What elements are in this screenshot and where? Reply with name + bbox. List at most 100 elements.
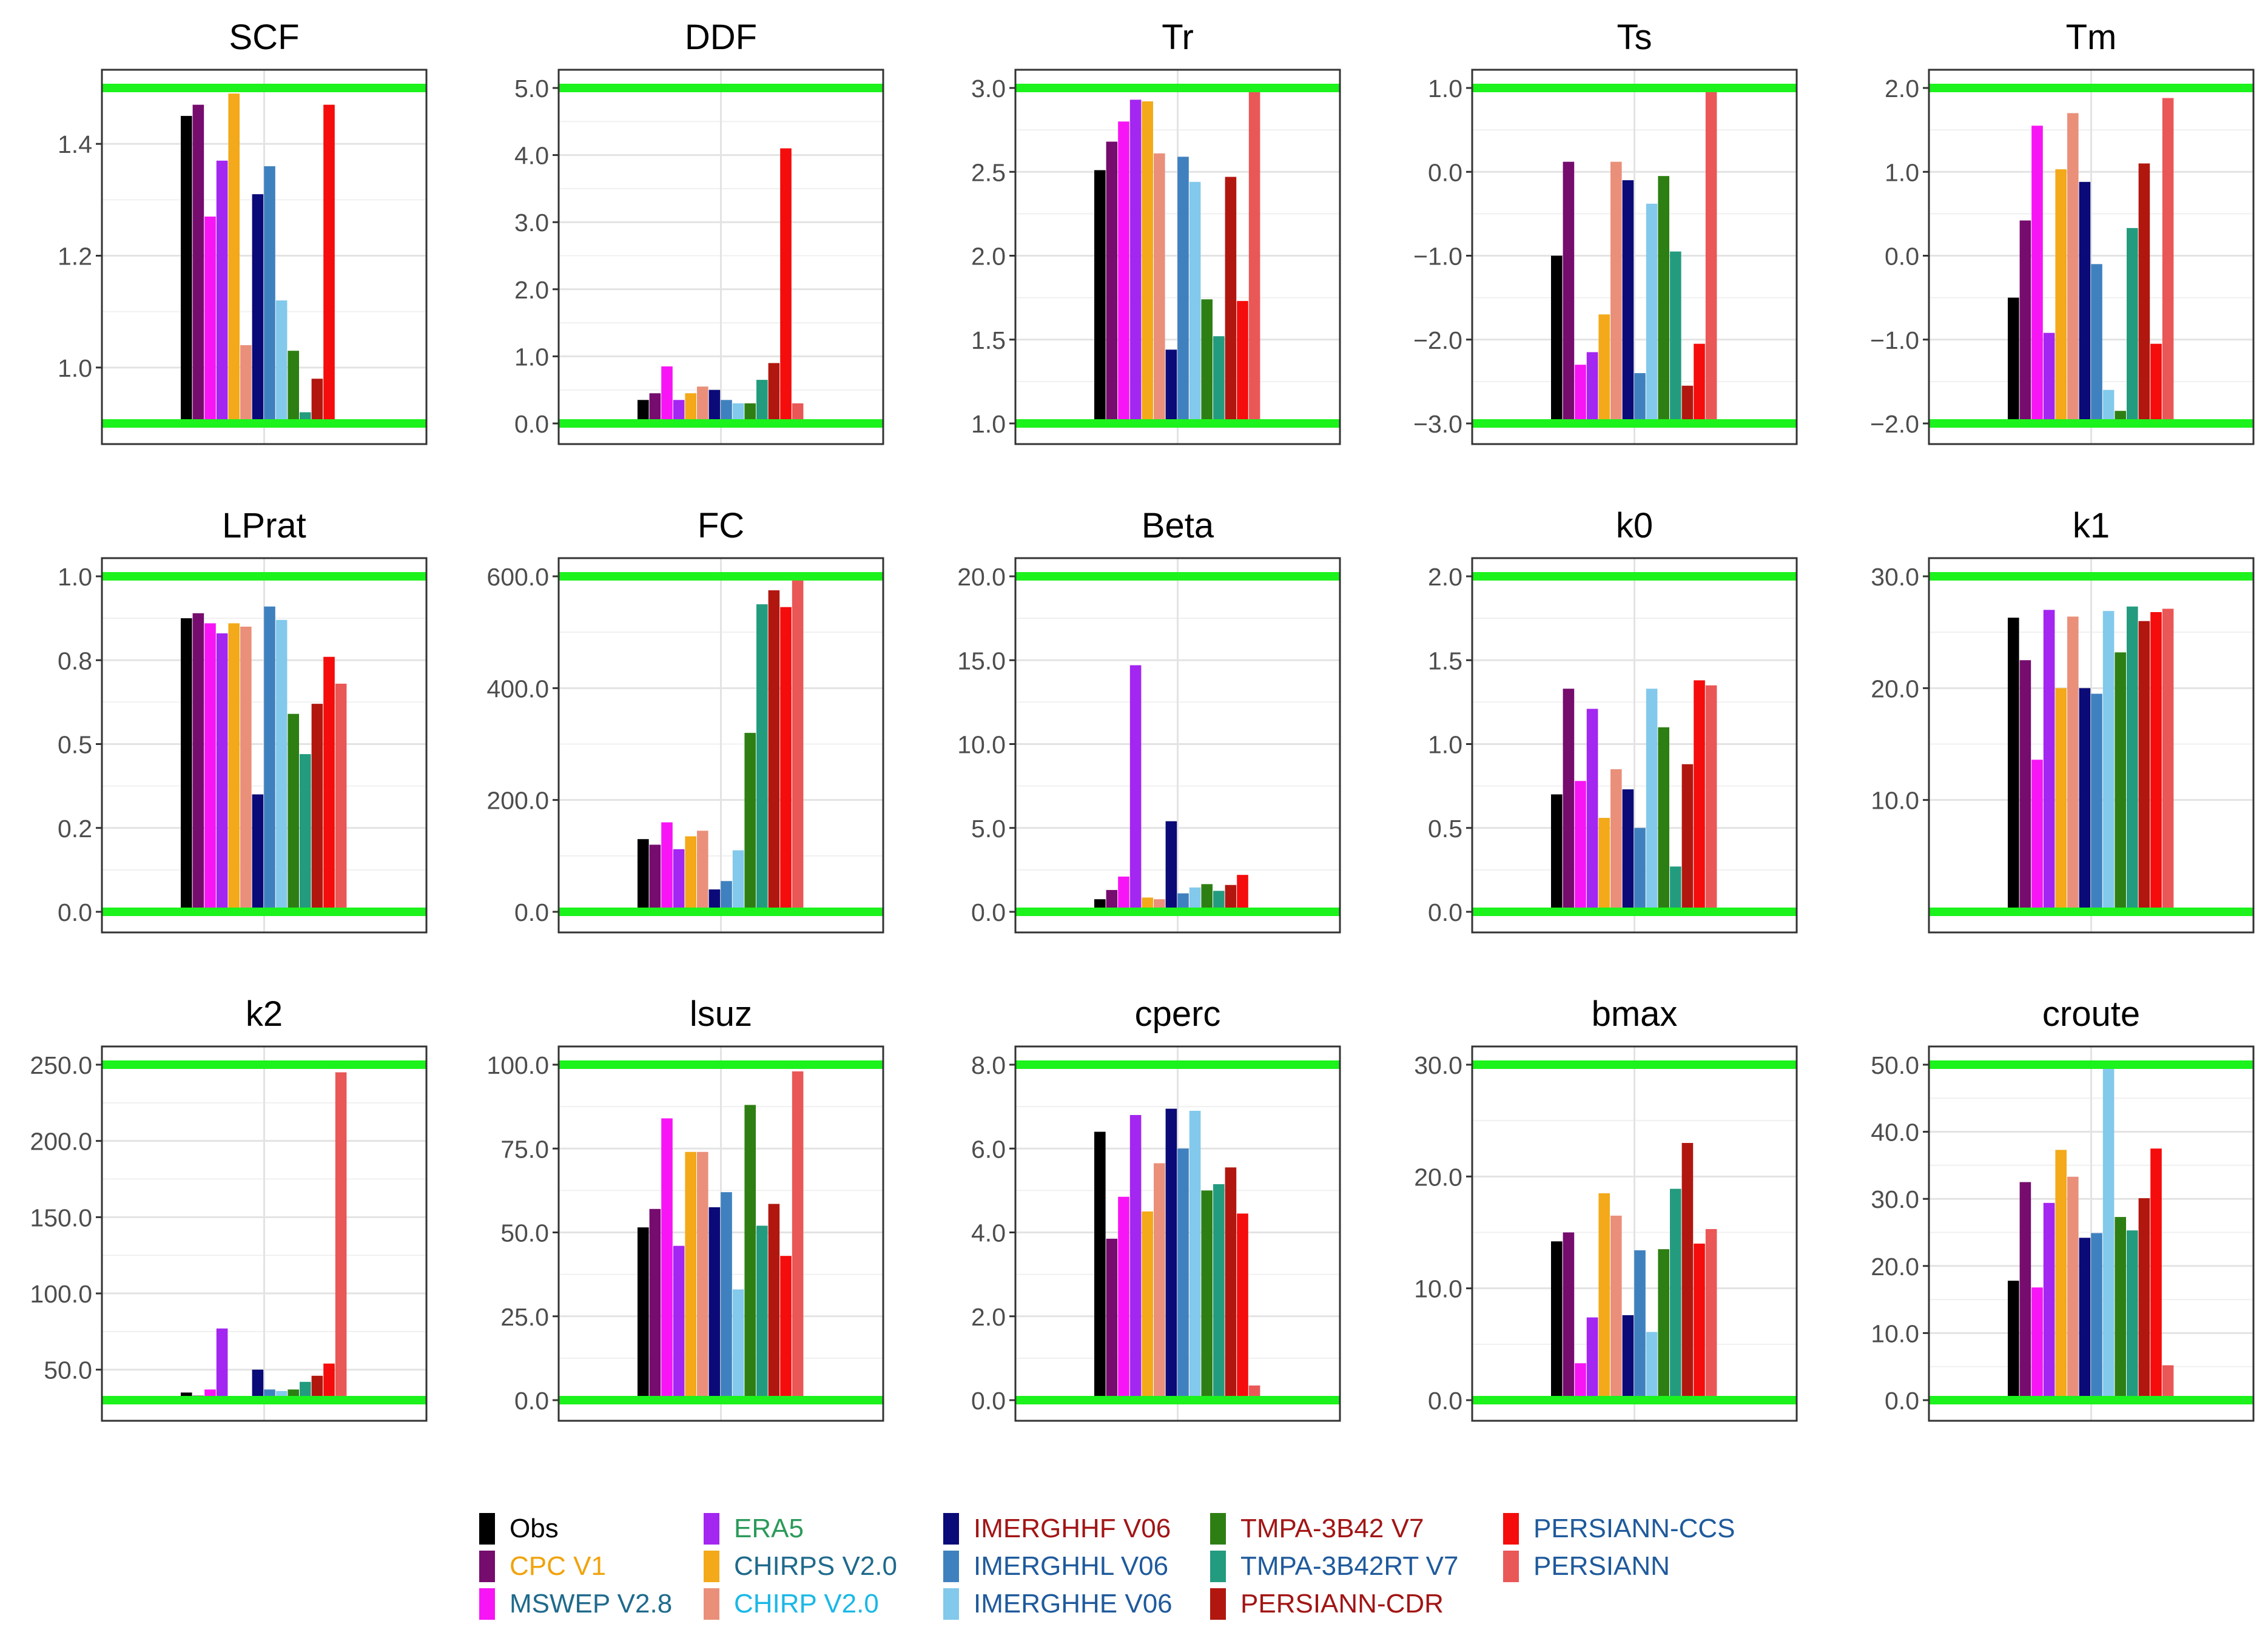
bar-k0-5 [1598,818,1610,912]
chart-panel-ts: −3.0 −2.0 −1.0 0.0 1.0 Ts [1413,18,1798,445]
chart-panel-tr: 1.0 1.5 2.0 2.5 3.0 Tr [971,18,1341,445]
y-tick-label: 0.0 [58,898,92,926]
panel-border [557,1045,884,1422]
y-tick-label: 50.0 [1871,1051,1919,1079]
bar-k2-13 [323,1363,335,1400]
chart-title-ddf: DDF [685,18,757,57]
bar-k1-10 [2115,652,2126,912]
panel-border [1014,1045,1341,1422]
panel-border [1471,1045,1798,1422]
bar-tr-7 [1165,349,1177,423]
bar-bmax-5 [1598,1193,1610,1400]
bar-ddf-5 [685,393,696,423]
bar-lsuz-3 [661,1118,673,1400]
bar-ts-2 [1563,161,1575,423]
bar-fc-3 [661,822,673,912]
bar-fc-1 [638,839,649,912]
y-tick-label: 0.0 [971,898,1006,926]
bar-fc-12 [768,590,780,912]
bar-beta-8 [1177,893,1189,912]
bar-tr-10 [1201,299,1213,423]
bar-k0-12 [1681,764,1694,912]
y-tick-label: 20.0 [1871,1253,1919,1281]
bar-ts-11 [1670,251,1681,423]
bar-croute-12 [2138,1198,2150,1400]
bar-k1-4 [2043,610,2055,912]
bar-ts-10 [1658,176,1669,423]
bar-croute-4 [2043,1202,2055,1400]
bar-lprat-7 [252,794,264,912]
bar-bmax-14 [1705,1228,1717,1400]
bar-ddf-1 [638,400,649,423]
y-tick-label: 150.0 [30,1204,92,1232]
bar-fc-6 [697,831,708,912]
bar-lprat-8 [264,606,275,912]
bar-lsuz-5 [685,1151,696,1400]
bar-tm-3 [2031,126,2043,423]
bar-scf-6 [240,345,252,423]
y-tick-label: 6.0 [971,1135,1006,1163]
bar-k0-7 [1622,789,1634,912]
bar-fc-9 [732,850,744,912]
y-tick-label: 1.5 [1428,647,1462,675]
bar-tm-13 [2150,343,2162,423]
y-tick-label: 1.0 [1428,75,1462,103]
bar-k1-1 [2008,618,2019,912]
y-tick-label: 10.0 [1871,787,1919,815]
chart-title-tr: Tr [1162,18,1194,57]
bar-cperc-7 [1165,1108,1177,1400]
y-tick-label: 1.0 [1885,158,1919,186]
y-tick-label: 0.0 [514,898,549,926]
bar-lprat-5 [228,623,240,912]
bar-k2-4 [216,1328,228,1400]
bar-scf-13 [323,104,335,423]
bar-beta-4 [1129,665,1142,912]
bar-ddf-7 [708,389,721,423]
bar-k0-4 [1586,709,1598,912]
y-tick-label: 30.0 [1414,1051,1462,1079]
bar-k2-11 [300,1381,311,1400]
bar-k0-14 [1705,685,1717,912]
bar-bmax-6 [1610,1215,1622,1400]
y-tick-label: −1.0 [1870,326,1919,354]
bar-cperc-11 [1213,1184,1225,1400]
bar-scf-5 [228,93,240,423]
y-tick-label: 10.0 [957,731,1006,759]
bar-k0-11 [1670,866,1681,912]
bar-bmax-13 [1694,1243,1705,1400]
y-tick-label: 1.0 [58,563,92,591]
chart-title-lsuz: lsuz [690,994,752,1034]
y-tick-label: 0.5 [1428,815,1462,843]
bar-lsuz-11 [756,1225,768,1400]
y-tick-label: 20.0 [957,563,1006,591]
bar-lprat-13 [323,656,335,912]
bar-k1-2 [2019,660,2031,912]
bar-croute-2 [2019,1182,2031,1400]
bar-lsuz-12 [768,1204,780,1400]
bar-lprat-4 [216,633,228,912]
panel-border [557,69,884,445]
bar-tr-5 [1142,101,1153,423]
bar-tm-8 [2091,264,2102,423]
bar-lsuz-9 [732,1289,744,1400]
bar-ts-1 [1551,255,1563,423]
bar-k2-14 [335,1072,347,1400]
bar-tm-7 [2079,181,2091,423]
chart-panel-cperc: 0.0 2.0 4.0 6.0 8.0 cperc [971,994,1341,1422]
y-tick-label: 10.0 [1871,1319,1919,1347]
bar-ddf-12 [768,363,780,423]
bar-beta-3 [1118,876,1129,912]
bar-k2-12 [311,1375,323,1400]
bar-beta-12 [1225,885,1237,912]
bar-croute-6 [2067,1176,2079,1400]
bar-fc-7 [708,889,721,912]
y-tick-label: −2.0 [1870,410,1919,438]
bar-lsuz-14 [792,1071,804,1400]
bar-k1-7 [2079,688,2091,912]
bar-ddf-8 [721,400,732,423]
bar-bmax-7 [1622,1315,1634,1400]
bar-fc-10 [744,733,756,912]
bar-fc-8 [721,881,732,912]
bar-scf-12 [311,379,323,423]
y-tick-label: 100.0 [486,1051,549,1079]
